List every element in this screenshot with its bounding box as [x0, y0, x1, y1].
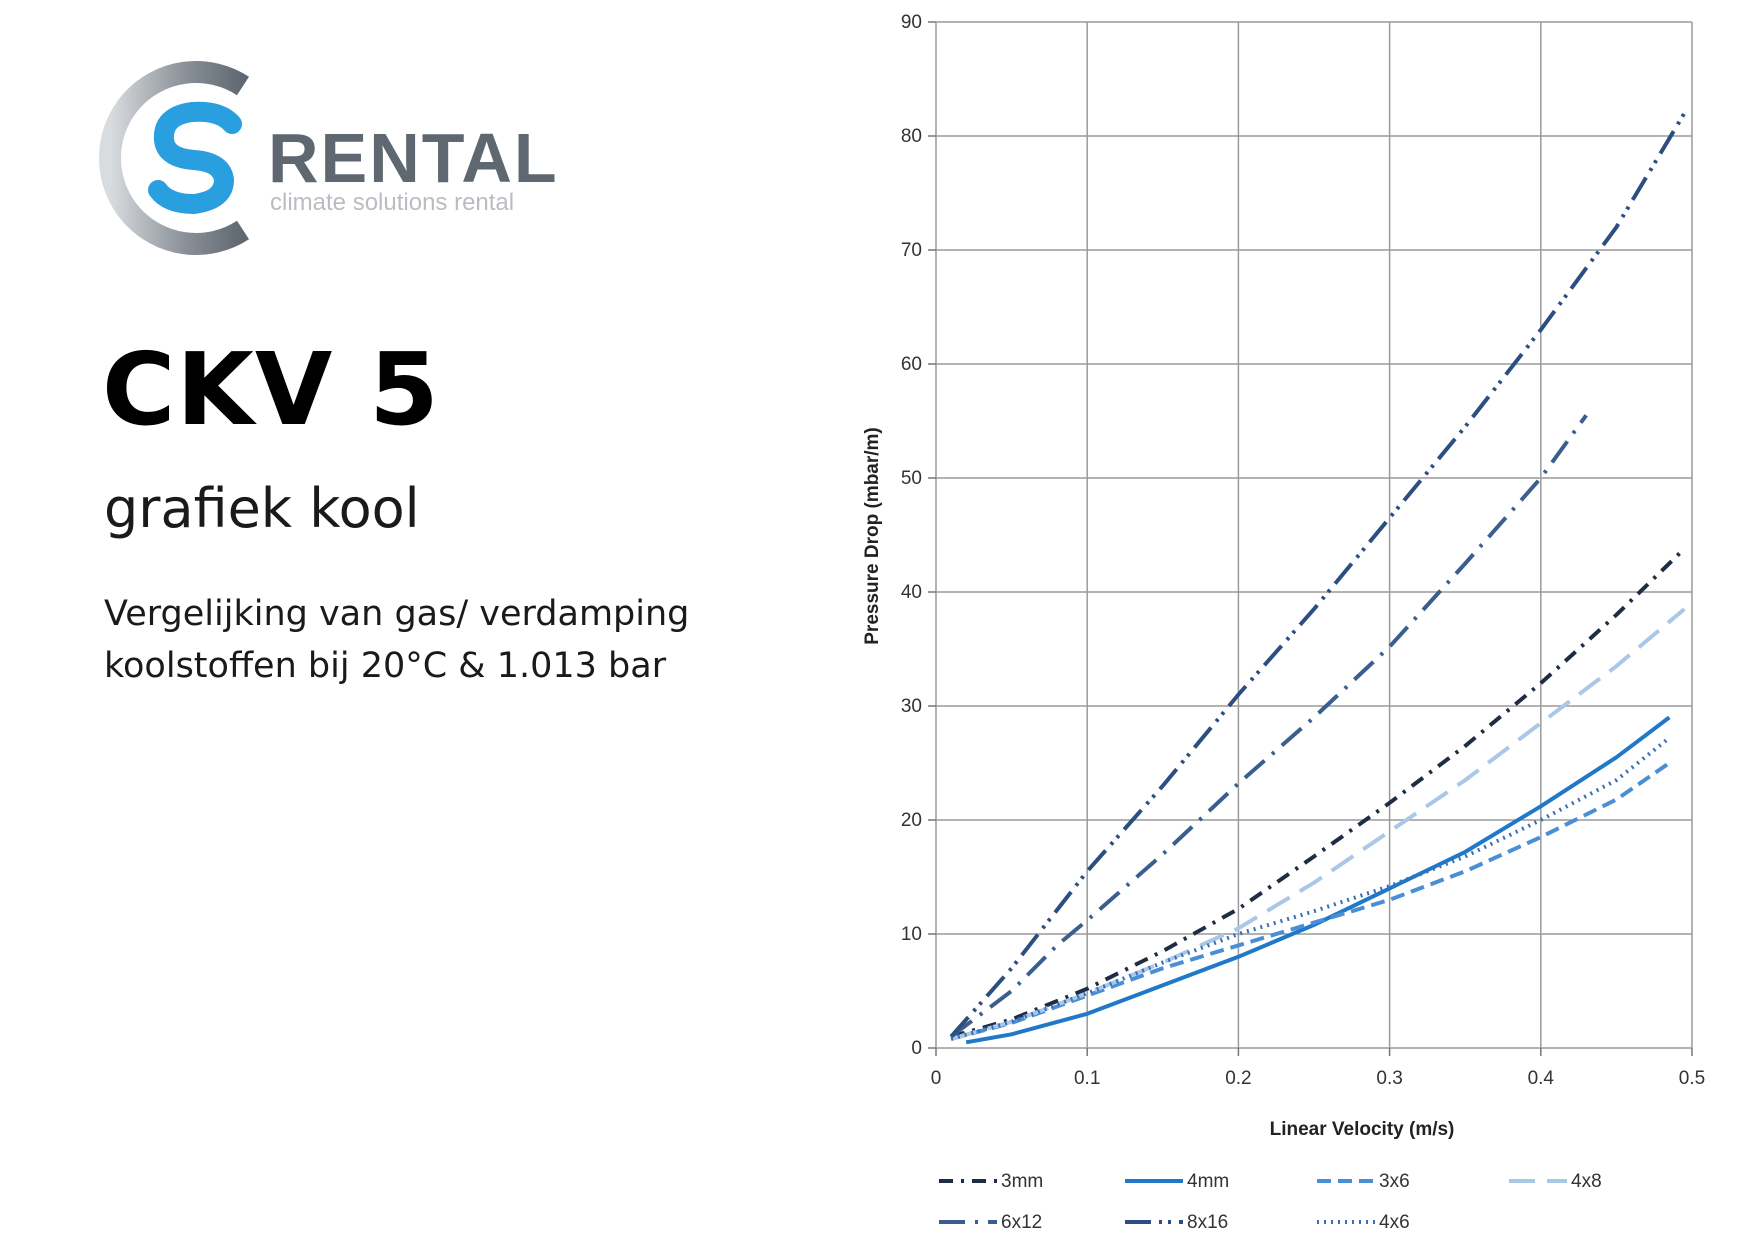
x-tick-label: 0.5	[1679, 1068, 1705, 1089]
legend-label-8x16: 8x16	[1187, 1212, 1228, 1233]
x-tick-label: 0	[931, 1068, 942, 1089]
description-line-2: koolstoffen bij 20°C & 1.013 bar	[104, 646, 667, 686]
legend-label-3x6: 3x6	[1379, 1171, 1410, 1192]
y-tick-label: 10	[901, 924, 922, 945]
series-line-4mm	[965, 715, 1671, 1045]
series-line-3x6	[950, 761, 1671, 1041]
x-tick-label: 0.1	[1074, 1068, 1100, 1089]
logo-tagline: climate solutions rental	[270, 189, 514, 216]
product-subtitle: grafiek kool	[104, 477, 420, 540]
series-line-8x16	[949, 112, 1687, 1038]
y-tick-label: 0	[911, 1038, 922, 1059]
description-line-1: Vergelijking van gas/ verdamping	[104, 594, 690, 634]
chart-panel: 0 10 20 30 40 50 60 70 80 90 0 0.1 0.2 0.3 0.4 0.5 Line…	[840, 0, 1748, 1240]
y-axis-label: Pressure Drop (mbar/m)	[862, 427, 883, 645]
chart-axes: 0 10 20 30 40 50 60 70 80 90 0 0.1 0.2 0.3 0.4 0.5	[901, 12, 1705, 1089]
x-tick-label: 0.4	[1528, 1068, 1555, 1089]
chart-grid	[935, 21, 1693, 1049]
logo-s-mark	[148, 101, 242, 215]
series-line-4x8	[950, 607, 1686, 1041]
product-description: Vergelijking van gas/ verdamping koolsto…	[104, 588, 744, 692]
chart-legend: 3mm 4mm 3x6 4x8 6x12 8x16 4x6	[939, 1171, 1602, 1233]
legend-label-6x12: 6x12	[1001, 1212, 1042, 1233]
left-panel: RENTAL climate solutions rental CKV 5 gr…	[0, 0, 800, 1240]
chart-series	[949, 112, 1687, 1045]
series-line-6x12	[949, 414, 1588, 1039]
logo-wordmark: RENTAL	[268, 119, 559, 197]
y-tick-label: 80	[901, 126, 922, 147]
y-tick-label: 40	[901, 582, 922, 603]
logo-ring	[98, 61, 249, 255]
y-tick-label: 20	[901, 810, 922, 831]
series-line-3mm	[950, 547, 1686, 1039]
y-tick-label: 70	[901, 240, 922, 261]
y-tick-label: 30	[901, 696, 922, 717]
company-logo: RENTAL climate solutions rental	[98, 61, 559, 255]
x-tick-label: 0.3	[1376, 1068, 1402, 1089]
pressure-drop-chart: 0 10 20 30 40 50 60 70 80 90 0 0.1 0.2 0.3 0.4 0.5 Line…	[862, 12, 1705, 1233]
series-line-4x6	[950, 736, 1671, 1041]
legend-label-4x8: 4x8	[1571, 1171, 1602, 1192]
legend-label-4x6: 4x6	[1379, 1212, 1410, 1233]
y-tick-label: 50	[901, 468, 922, 489]
y-tick-label: 90	[901, 12, 922, 33]
legend-label-4mm: 4mm	[1187, 1171, 1229, 1192]
legend-label-3mm: 3mm	[1001, 1171, 1043, 1192]
y-tick-label: 60	[901, 354, 922, 375]
x-tick-label: 0.2	[1225, 1068, 1251, 1089]
product-title: CKV 5	[102, 331, 440, 448]
x-axis-label: Linear Velocity (m/s)	[1270, 1119, 1455, 1140]
